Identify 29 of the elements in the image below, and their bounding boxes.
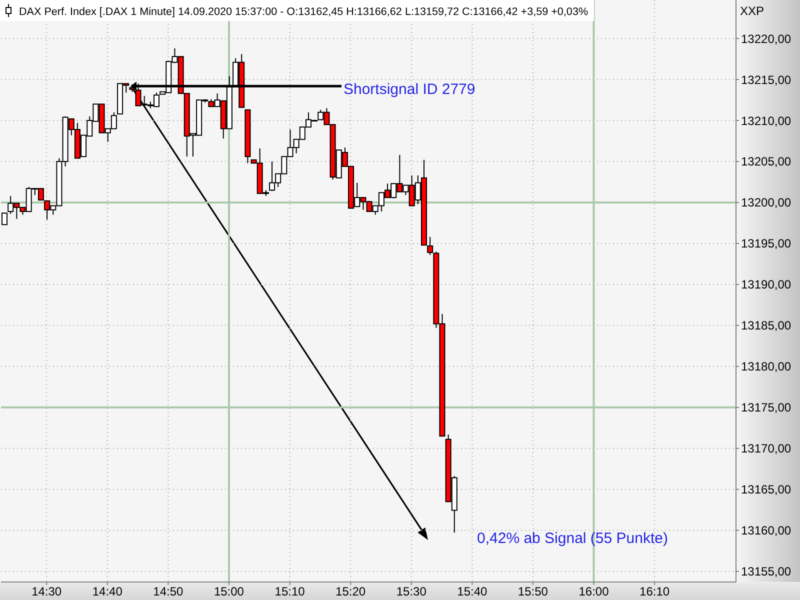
x-tick-label: 15:20 xyxy=(336,584,366,599)
x-tick-label: 16:10 xyxy=(640,584,670,599)
text: DAX Perf. Index [.DAX 1 Minute] 14.09.2020 15:37:00 - O:13162,45 H:13166,62 L:13159,72 C:13166,42 +3,59 +0,03% xyxy=(19,6,588,18)
y-tick-label: 13185,00 xyxy=(741,318,792,333)
x-tick-label: 15:40 xyxy=(457,584,488,599)
y-tick-label: 13200,00 xyxy=(741,196,792,210)
y-tick-label: 13210,00 xyxy=(741,114,792,128)
y-tick-label: 13170,00 xyxy=(741,442,792,456)
y-tick-label: 13205,00 xyxy=(741,154,792,169)
y-tick-label: 13180,00 xyxy=(741,360,792,374)
x-tick-label: 14:50 xyxy=(153,584,184,599)
y-tick-label: 13215,00 xyxy=(741,72,792,87)
y-tick-label: 13175,00 xyxy=(741,400,792,415)
x-tick-label: 15:00 xyxy=(214,584,244,599)
x-tick-label: 16:00 xyxy=(578,584,610,599)
annotation: Shortsignal ID 2779 xyxy=(343,80,476,98)
x-tick-label: 15:30 xyxy=(396,584,427,599)
y-tick-label: 13155,00 xyxy=(741,564,792,579)
y-tick-label: 13190,00 xyxy=(741,278,792,292)
x-tick-label: 14:40 xyxy=(92,584,123,599)
y-tick-label: 13165,00 xyxy=(741,482,792,497)
y-axis-title: XXP xyxy=(740,4,764,18)
x-tick-label: 15:50 xyxy=(518,584,548,599)
annotation: 0,42% ab Signal (55 Punkte) xyxy=(477,530,668,546)
x-tick-label: 14:30 xyxy=(32,584,62,599)
y-tick-label: 13195,00 xyxy=(741,236,792,251)
y-tick-label: 13220,00 xyxy=(741,32,792,46)
x-tick-label: 15:10 xyxy=(274,584,306,599)
y-tick-label: 13160,00 xyxy=(741,524,792,538)
